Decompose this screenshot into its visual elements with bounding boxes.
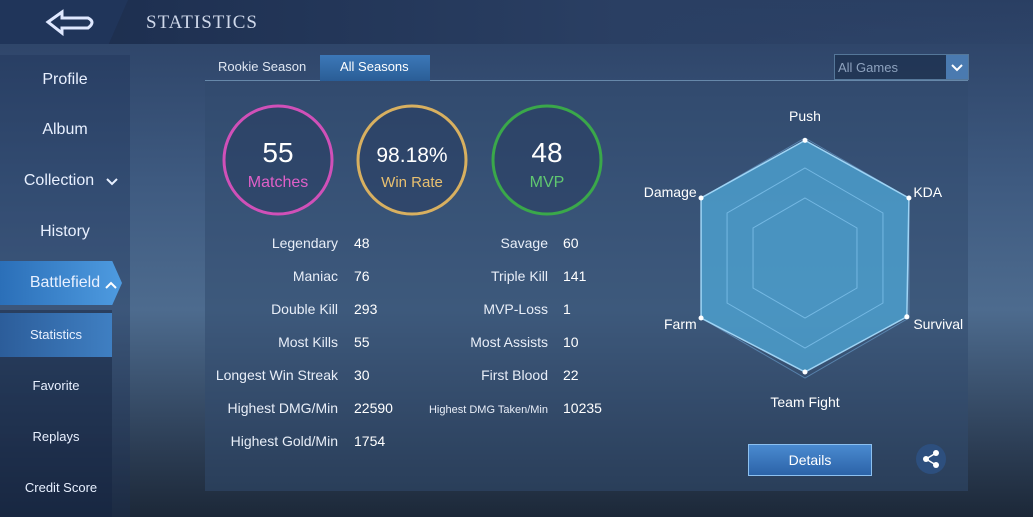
summary-ring bbox=[491, 104, 603, 216]
stat-value: 1754 bbox=[354, 433, 385, 449]
radar-vertex bbox=[904, 314, 910, 320]
chevron-up bbox=[105, 281, 117, 289]
radar-inner bbox=[726, 167, 884, 349]
radar-vertex bbox=[906, 195, 912, 201]
menu-item[interactable]: Collection bbox=[23, 172, 95, 189]
submenu-item[interactable]: Statistics bbox=[29, 327, 82, 342]
active-subitem bbox=[0, 313, 112, 357]
stat-label: Highest DMG Taken/Min bbox=[429, 404, 548, 416]
stat-label: Highest DMG/Min bbox=[228, 400, 338, 416]
stat-label: MVP-Loss bbox=[483, 301, 548, 317]
menu-item[interactable]: Profile bbox=[42, 71, 88, 88]
stat-label: Highest Gold/Min bbox=[231, 433, 338, 449]
radar-axis-label: Push bbox=[789, 108, 821, 124]
summary-ring bbox=[222, 104, 334, 216]
stat-value: 22590 bbox=[354, 400, 393, 416]
active-item bbox=[0, 261, 122, 305]
dropdown-arrow bbox=[946, 55, 968, 79]
stat-value: 30 bbox=[354, 367, 370, 383]
radar-vertex bbox=[698, 195, 704, 201]
stat-value: 48 bbox=[354, 235, 370, 251]
stat-value: 55 bbox=[354, 334, 370, 350]
summary-label: MVP bbox=[530, 174, 565, 191]
summary-label: Matches bbox=[248, 174, 308, 191]
share-button[interactable] bbox=[916, 444, 946, 474]
share-icon bbox=[923, 450, 939, 468]
radar-area bbox=[700, 139, 910, 373]
stat-label: Most Assists bbox=[470, 334, 548, 350]
menu-item[interactable]: Album bbox=[42, 121, 88, 138]
stat-value: 293 bbox=[354, 301, 378, 317]
stat-value: 10 bbox=[563, 334, 579, 350]
stat-value: 141 bbox=[563, 268, 587, 284]
stat-label: Longest Win Streak bbox=[216, 367, 339, 383]
tab[interactable]: All Seasons bbox=[340, 59, 409, 74]
filter-dropdown[interactable]: All Games bbox=[834, 54, 969, 80]
radar-axis-label: Team Fight bbox=[770, 394, 839, 410]
radar-vertex bbox=[802, 369, 808, 375]
radar-vertex bbox=[802, 137, 808, 143]
stat-label: First Blood bbox=[481, 367, 548, 383]
page-title: STATISTICS bbox=[146, 12, 258, 33]
stat-label: Maniac bbox=[293, 268, 338, 284]
summary-label: Win Rate bbox=[381, 174, 443, 191]
summary-value: 55 bbox=[262, 137, 293, 168]
stat-label: Savage bbox=[501, 235, 549, 251]
tab-active[interactable] bbox=[320, 55, 430, 81]
details-button[interactable]: Details bbox=[748, 444, 872, 476]
submenu-item[interactable]: Replays bbox=[32, 429, 80, 444]
stat-value: 10235 bbox=[563, 400, 602, 416]
radar-vertex bbox=[698, 315, 704, 321]
back-button[interactable] bbox=[0, 0, 128, 44]
submenu-item[interactable]: Favorite bbox=[32, 378, 80, 393]
summary-value: 48 bbox=[531, 137, 562, 168]
radar-axis-label: KDA bbox=[913, 184, 942, 200]
radar-axis-label: Survival bbox=[913, 316, 963, 332]
radar-axis-label: Damage bbox=[644, 184, 697, 200]
stat-label: Most Kills bbox=[278, 334, 338, 350]
stat-label: Legendary bbox=[272, 235, 338, 251]
stat-value: 22 bbox=[563, 367, 579, 383]
stat-value: 76 bbox=[354, 268, 370, 284]
radar-inner bbox=[752, 197, 858, 319]
menu-item[interactable]: History bbox=[40, 223, 90, 240]
back-icon bbox=[45, 9, 94, 37]
top-bar bbox=[0, 0, 1033, 44]
summary-ring bbox=[356, 104, 468, 216]
stat-value: 60 bbox=[563, 235, 579, 251]
radar-axis-label: Farm bbox=[664, 316, 697, 332]
submenu-item[interactable]: Credit Score bbox=[24, 480, 98, 495]
summary-value: 98.18% bbox=[376, 144, 447, 167]
filter-label: All Games bbox=[838, 60, 898, 75]
chevron-down bbox=[106, 178, 118, 186]
stat-label: Triple Kill bbox=[491, 268, 548, 284]
stat-label: Double Kill bbox=[271, 301, 338, 317]
tab[interactable]: Rookie Season bbox=[218, 59, 307, 74]
menu-item[interactable]: Battlefield bbox=[29, 274, 101, 291]
stat-value: 1 bbox=[563, 301, 571, 317]
